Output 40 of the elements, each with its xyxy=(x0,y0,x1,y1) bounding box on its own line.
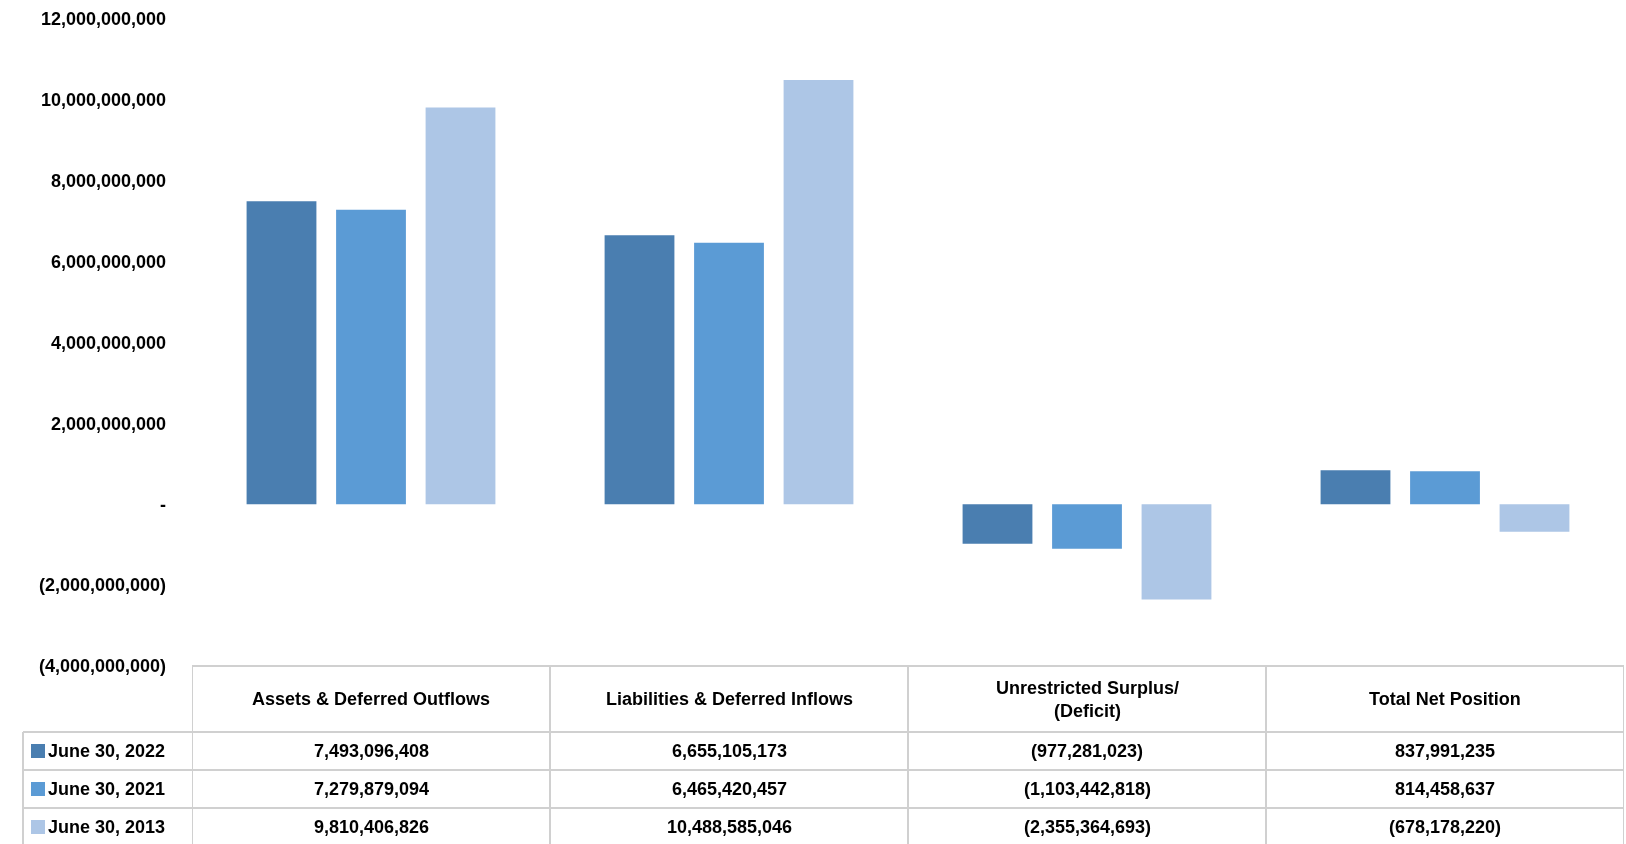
data-label: (2,355,364,693) xyxy=(1024,817,1152,837)
y-tick-label: 10,000,000,000 xyxy=(40,90,166,111)
legend-label: June 30, 2022 xyxy=(48,741,166,761)
data-label: 814,458,637 xyxy=(1395,779,1496,799)
data-label: 9,810,406,826 xyxy=(314,817,430,837)
bar xyxy=(336,209,406,505)
bar xyxy=(962,504,1033,544)
data-label: (1,103,442,818) xyxy=(1024,779,1152,799)
data-label: (977,281,023) xyxy=(1031,741,1144,761)
data-label: 7,493,096,408 xyxy=(314,741,430,761)
y-tick-label: (4,000,000,000) xyxy=(38,656,166,677)
x-tick-label: Liabilities & Deferred Inflows xyxy=(606,689,854,709)
y-tick-label: 4,000,000,000 xyxy=(50,332,166,353)
x-tick-label: Total Net Position xyxy=(1369,689,1521,709)
data-label: 837,991,235 xyxy=(1395,741,1496,761)
legend-label: June 30, 2013 xyxy=(48,817,166,837)
bar xyxy=(1410,471,1480,505)
bar xyxy=(246,201,317,505)
bar xyxy=(1499,504,1570,532)
y-tick-label: 8,000,000,000 xyxy=(50,171,166,192)
data-label: 10,488,585,046 xyxy=(667,817,793,837)
bar xyxy=(783,80,854,505)
y-tick-label: 12,000,000,000 xyxy=(40,9,166,30)
y-tick-label: 6,000,000,000 xyxy=(50,251,166,272)
bar xyxy=(1141,504,1212,600)
bar xyxy=(1052,504,1122,549)
y-tick-label: (2,000,000,000) xyxy=(38,575,166,596)
x-tick-label: Unrestricted Surplus/ (Deficit) xyxy=(996,678,1180,722)
bar xyxy=(694,242,764,505)
bar xyxy=(1320,470,1391,505)
data-label: 7,279,879,094 xyxy=(314,779,430,799)
data-label: 6,655,105,173 xyxy=(672,741,788,761)
bar xyxy=(425,107,496,505)
x-tick-label: Assets & Deferred Outflows xyxy=(252,689,491,709)
data-label: 6,465,420,457 xyxy=(672,779,788,799)
y-tick-label: - xyxy=(160,494,166,515)
bar xyxy=(604,235,675,505)
legend-label: June 30, 2021 xyxy=(48,779,166,799)
y-tick-label: 2,000,000,000 xyxy=(50,413,166,434)
data-label: (678,178,220) xyxy=(1389,817,1502,837)
